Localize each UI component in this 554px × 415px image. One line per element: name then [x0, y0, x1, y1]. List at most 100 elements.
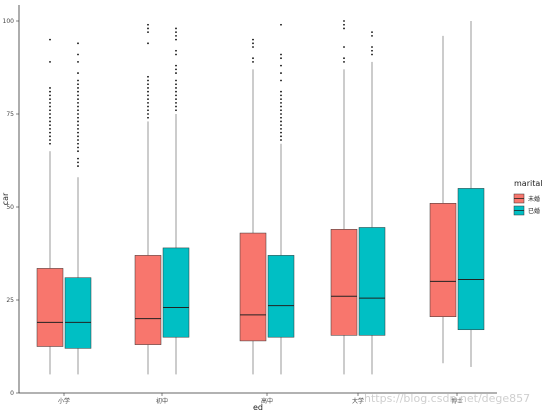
outlier-point — [147, 79, 149, 82]
x-axis-title: ed — [253, 403, 263, 412]
outlier-point — [147, 109, 149, 112]
outlier-point — [77, 94, 79, 97]
outlier-point — [343, 23, 345, 26]
outlier-point — [280, 127, 282, 130]
outlier-point — [147, 98, 149, 101]
outlier-point — [49, 98, 51, 101]
outlier-point — [252, 61, 254, 63]
outlier-point — [77, 131, 79, 134]
box — [162, 247, 190, 338]
outlier-point — [343, 20, 345, 22]
outlier-point — [343, 27, 345, 30]
box-group — [36, 38, 64, 375]
outlier-point — [77, 113, 79, 115]
outlier-point — [280, 79, 282, 82]
x-tick-label: 博士 — [451, 397, 463, 405]
outlier-point — [175, 53, 177, 56]
outlier-point — [175, 105, 177, 108]
box — [64, 277, 92, 349]
outlier-point — [49, 109, 51, 112]
outlier-point — [280, 94, 282, 97]
outlier-point — [147, 101, 149, 104]
outlier-point — [175, 90, 177, 93]
outlier-point — [49, 139, 51, 141]
y-tick-label: 25 — [6, 297, 14, 304]
y-tick-label: 50 — [6, 204, 14, 211]
axes: 0 25 50 75 100 小学 初中 高中 大学 博士 ed car — [1, 5, 497, 412]
outlier-point — [175, 87, 177, 89]
outlier-point — [77, 146, 79, 149]
y-tick-label: 100 — [3, 18, 15, 25]
outlier-point — [175, 64, 177, 67]
outlier-point — [49, 127, 51, 130]
outlier-point — [49, 101, 51, 104]
outlier-point — [77, 135, 79, 138]
outlier-point — [280, 53, 282, 56]
outlier-point — [49, 87, 51, 89]
outlier-point — [175, 83, 177, 86]
outlier-point — [280, 131, 282, 134]
outlier-point — [147, 23, 149, 26]
box-group — [239, 38, 267, 375]
box-group — [64, 42, 92, 375]
outlier-point — [77, 42, 79, 45]
legend-title: marital — [514, 179, 542, 188]
outlier-point — [175, 49, 177, 52]
outlier-point — [77, 142, 79, 145]
outlier-point — [371, 49, 373, 52]
outlier-point — [49, 124, 51, 127]
box-group — [267, 23, 295, 375]
x-tick-label: 大学 — [352, 397, 364, 405]
box-group — [330, 20, 358, 375]
watermark: https://blog.csdn.net/dege857 — [364, 392, 530, 405]
y-tick-label: 75 — [6, 111, 14, 118]
outlier-point — [175, 31, 177, 34]
outlier-point — [280, 116, 282, 119]
outlier-point — [77, 61, 79, 63]
box — [239, 232, 267, 342]
outlier-point — [175, 34, 177, 37]
outlier-point — [77, 161, 79, 164]
outlier-point — [147, 87, 149, 89]
outlier-point — [175, 98, 177, 101]
outlier-point — [280, 98, 282, 101]
outlier-point — [252, 46, 254, 48]
outlier-point — [49, 105, 51, 108]
outlier-point — [175, 94, 177, 97]
outlier-point — [49, 116, 51, 119]
box — [134, 255, 162, 345]
outlier-point — [49, 61, 51, 63]
outlier-point — [175, 27, 177, 30]
outlier-point — [175, 72, 177, 74]
outlier-point — [147, 105, 149, 108]
outlier-point — [252, 38, 254, 41]
outlier-point — [147, 83, 149, 86]
outlier-point — [49, 120, 51, 123]
outlier-point — [77, 72, 79, 74]
y-axis-title: car — [1, 192, 10, 205]
outlier-point — [280, 64, 282, 67]
legend-label: 未婚 — [528, 195, 540, 203]
outlier-point — [77, 101, 79, 104]
outlier-point — [77, 90, 79, 93]
outlier-point — [343, 61, 345, 63]
box-group — [358, 31, 386, 375]
outlier-point — [147, 90, 149, 93]
outlier-point — [280, 135, 282, 138]
outlier-point — [343, 46, 345, 48]
outlier-point — [175, 101, 177, 104]
box — [36, 268, 64, 347]
outlier-point — [280, 57, 282, 60]
outlier-point — [77, 139, 79, 141]
outlier-point — [77, 53, 79, 56]
box-group — [134, 23, 162, 375]
outlier-point — [371, 46, 373, 48]
outlier-point — [49, 38, 51, 41]
outlier-point — [49, 131, 51, 134]
box-group — [162, 27, 190, 375]
x-tick-label: 小学 — [58, 397, 70, 405]
outlier-point — [147, 42, 149, 45]
box — [429, 203, 457, 317]
